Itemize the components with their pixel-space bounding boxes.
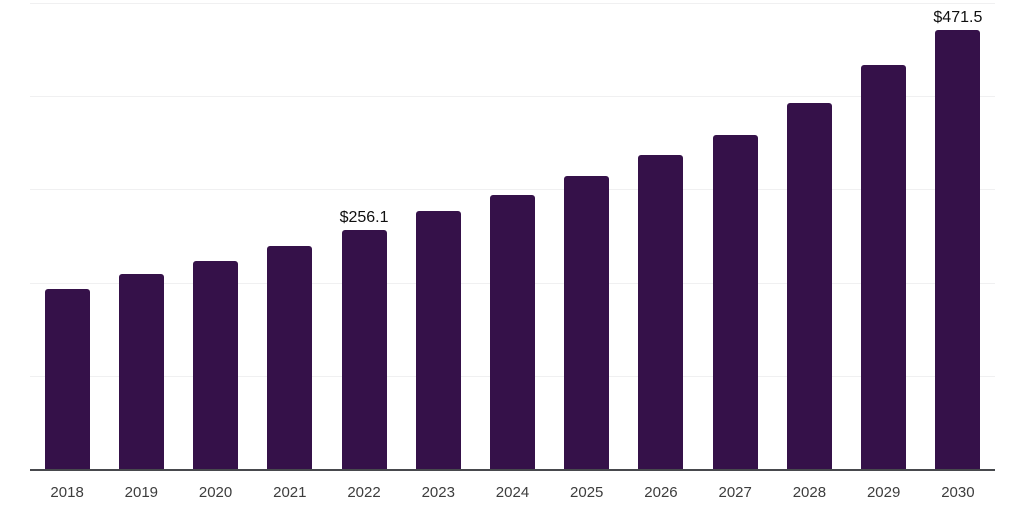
x-tick-label-2025: 2025 xyxy=(570,484,604,501)
value-label-2022: $256.1 xyxy=(339,209,389,227)
gridline-400 xyxy=(30,96,995,98)
x-tick-label-2021: 2021 xyxy=(273,484,307,501)
bar-2030 xyxy=(935,29,981,469)
bar-2022 xyxy=(341,230,387,469)
bar-2028 xyxy=(786,102,832,469)
x-axis-line xyxy=(30,469,995,471)
bar-2029 xyxy=(861,65,907,469)
gridline-300 xyxy=(30,189,995,191)
bar-2027 xyxy=(712,134,758,469)
x-tick-label-2023: 2023 xyxy=(421,484,455,501)
value-label-2030: $471.5 xyxy=(933,8,983,26)
x-tick-label-2018: 2018 xyxy=(50,484,84,501)
gridline-500 xyxy=(30,3,995,4)
bar-2025 xyxy=(564,176,610,469)
bar-2023 xyxy=(415,211,461,469)
bar-2024 xyxy=(490,194,535,469)
x-tick-label-2030: 2030 xyxy=(941,484,975,501)
x-tick-label-2026: 2026 xyxy=(644,484,678,501)
x-tick-label-2029: 2029 xyxy=(866,484,901,501)
bar-2018 xyxy=(44,288,90,469)
x-tick-label-2027: 2027 xyxy=(718,484,752,501)
bar-2020 xyxy=(193,260,239,469)
x-tick-label-2022: 2022 xyxy=(347,484,381,501)
x-tick-label-2028: 2028 xyxy=(792,484,827,501)
bar-2019 xyxy=(118,274,164,469)
x-tick-label-2020: 2020 xyxy=(198,484,233,501)
x-tick-label-2024: 2024 xyxy=(495,484,530,501)
bar-2026 xyxy=(638,155,684,469)
bar-2021 xyxy=(267,245,313,469)
x-tick-label-2019: 2019 xyxy=(124,484,159,501)
